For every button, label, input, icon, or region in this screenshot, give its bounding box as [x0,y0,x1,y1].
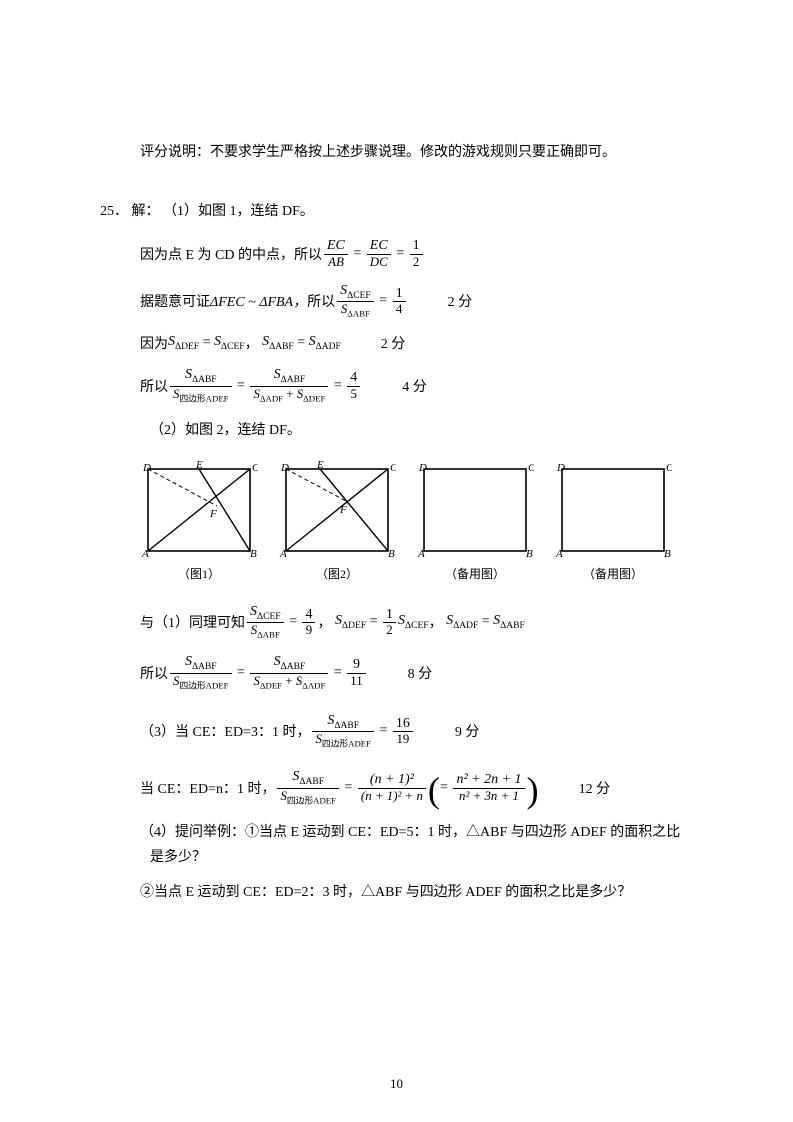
l5-pre: 与（1）同理可知 [140,612,245,632]
svg-text:F: F [209,508,217,520]
l7-pre: （3）当 CE：ED=3：1 时， [140,721,310,741]
score-8: 8 分 [408,663,433,683]
figure-1: D E C A B F （图1） [140,461,258,582]
line5: 与（1）同理可知 SΔCEF SΔABF = 49 ， SΔDEF = 12 S… [100,604,693,640]
frac-l8a: SΔABF S四边形ADEF [277,769,339,805]
frac-l6a: SΔABF S四边形ADEF [170,654,232,690]
frac-l5a: SΔCEF SΔABF [247,604,284,640]
frac-ec-dc: ECDC [367,238,391,269]
fig3-caption: （备用图） [416,565,534,582]
figure-spare-1: D C A B （备用图） [416,461,534,582]
l2-mid: 所以 [307,291,335,311]
similar: ΔFEC ~ ΔFBA， [210,291,307,311]
q25-head: 25． 解： （1）如图 1，连结 DF。 [100,199,693,224]
line8: 当 CE：ED=n：1 时， SΔABF S四边形ADEF = (n + 1)²… [100,769,693,805]
svg-text:C: C [252,462,258,474]
frac-half: 12 [383,607,396,638]
line7: （3）当 CE：ED=3：1 时， SΔABF S四边形ADEF = 1619 … [100,713,693,749]
frac-l6b: SΔABF SΔDEF + SΔADF [250,654,328,690]
figure-2: D E C A B F （图2） [278,461,396,582]
score-9: 9 分 [455,721,480,741]
l2-pre: 据题意可证 [140,291,210,311]
line3: 因为 SΔDEF = SΔCEF ， SΔABF = SΔADF 2 分 [100,333,693,353]
line1: 因为点 E 为 CD 的中点，所以 ECAB = ECDC = 12 [100,238,693,269]
frac-4-9: 49 [302,607,315,638]
frac-scef-sabf: SΔCEF SΔABF [337,283,374,319]
part4b-text: ②当点 E 运动到 CE：ED=2：3 时，△ABF 与四边形 ADEF 的面积… [100,880,693,905]
svg-text:C: C [390,462,396,474]
part2-lead: （2）如图 2，连结 DF。 [100,418,693,443]
score-4: 4 分 [402,376,427,396]
l8-pre: 当 CE：ED=n：1 时， [140,778,275,798]
svg-text:B: B [388,548,395,559]
frac-16-19: 1619 [393,716,413,747]
score-2a: 2 分 [448,291,473,311]
line2: 据题意可证 ΔFEC ~ ΔFBA， 所以 SΔCEF SΔABF = 14 2… [100,283,693,319]
l1-pre: 因为点 E 为 CD 的中点，所以 [140,244,322,264]
frac-1-2: 12 [410,238,423,269]
l3-pre: 因为 [140,333,168,353]
line4: 所以 SΔABF S四边形ADEF = SΔABF SΔADF + SΔDEF … [100,367,693,403]
svg-text:C: C [666,462,672,474]
svg-text:E: E [195,461,203,471]
frac-1-4: 14 [393,286,406,317]
fig1-caption: （图1） [140,565,258,582]
q-number: 25． [100,204,128,219]
svg-text:A: A [141,548,149,559]
fig2-caption: （图2） [278,565,396,582]
frac-l8b: (n + 1)²(n + 1)² + n [358,772,426,803]
score-12: 12 分 [579,778,611,798]
frac-ec-ab: ECAB [324,238,348,269]
svg-text:F: F [339,504,347,516]
svg-text:A: A [555,548,563,559]
frac-l8c: n² + 2n + 1n² + 3n + 1 [453,772,524,803]
l6-pre: 所以 [140,663,168,683]
svg-text:C: C [528,462,534,474]
svg-text:A: A [417,548,425,559]
answer-label: 解： [132,204,160,219]
figure-spare-2: D C A B （备用图） [554,461,672,582]
frac-9-11: 911 [347,657,365,688]
line6: 所以 SΔABF S四边形ADEF = SΔABF SΔDEF + SΔADF … [100,654,693,690]
scoring-note: 评分说明：不要求学生严格按上述步骤说理。修改的游戏规则只要正确即可。 [100,140,693,165]
part4-text: （4）提问举例：①当点 E 运动到 CE：ED=5：1 时，△ABF 与四边形 … [100,820,693,870]
l4-pre: 所以 [140,376,168,396]
svg-text:B: B [664,548,671,559]
part1-lead: （1）如图 1，连结 DF。 [163,204,314,219]
svg-text:B: B [526,548,533,559]
frac-4-5: 45 [347,370,360,401]
frac-l7: SΔABF S四边形ADEF [312,713,374,749]
svg-text:D: D [142,462,151,474]
frac-sum: SΔABF SΔADF + SΔDEF [250,367,328,403]
fig4-caption: （备用图） [554,565,672,582]
svg-text:A: A [279,548,287,559]
svg-text:B: B [250,548,257,559]
svg-text:D: D [556,462,565,474]
svg-text:D: D [418,462,427,474]
page-number: 10 [0,1076,793,1092]
figures-row: D E C A B F （图1） D E C A B F （图2） D C A [100,461,693,582]
svg-text:E: E [316,461,324,471]
frac-sabf-quad: SΔABF S四边形ADEF [170,367,232,403]
score-2b: 2 分 [381,333,406,353]
svg-text:D: D [280,462,289,474]
